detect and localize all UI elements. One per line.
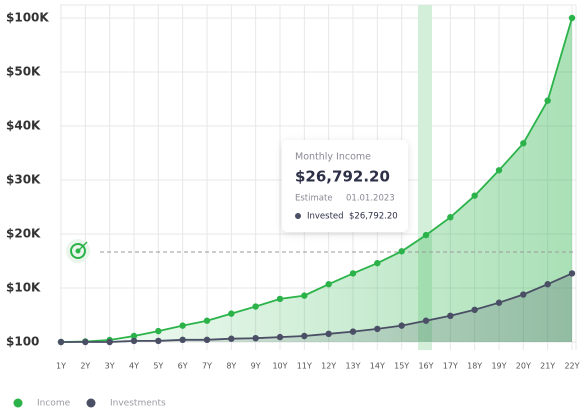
lines: [57, 14, 576, 346]
x-tick-label: 6Y: [178, 362, 188, 371]
point: [179, 336, 186, 344]
tooltip-title: Monthly Income: [295, 152, 371, 163]
point: [252, 303, 259, 310]
tooltip-invested-amount: $26,792.20: [349, 212, 398, 222]
legend-label: Investments: [110, 399, 166, 409]
point: [325, 281, 332, 288]
x-tick-label: 12Y: [321, 362, 336, 371]
point: [544, 97, 551, 104]
x-tick-label: 17Y: [443, 362, 458, 371]
point: [276, 333, 284, 341]
x-tick-label: 4Y: [129, 362, 139, 371]
y-tick-label: $100: [6, 335, 39, 349]
line: [61, 272, 573, 343]
tooltip-estimate-label: Estimate: [295, 194, 333, 204]
point: [155, 327, 162, 335]
point: [179, 322, 186, 329]
y-tick-label: $100K: [6, 11, 49, 25]
tooltip-estimate-date: 01.01.2023: [346, 194, 395, 204]
point: [447, 312, 454, 320]
point: [349, 270, 357, 277]
point: [130, 337, 138, 345]
x-tick-label: 3Y: [105, 362, 115, 371]
legend: Income Investments: [13, 398, 166, 409]
target-icon: [66, 239, 90, 263]
point: [349, 328, 357, 335]
point: [471, 306, 478, 314]
point: [203, 317, 211, 324]
x-tick-label: 13Y: [345, 362, 360, 371]
x-tick-label: 9Y: [251, 362, 261, 371]
y-tick-label: $20K: [6, 227, 41, 241]
point: [228, 310, 235, 317]
x-tick-label: 15Y: [394, 362, 409, 371]
x-tick-label: 8Y: [226, 362, 236, 371]
y-tick-label: $10K: [6, 281, 41, 295]
tooltip: Monthly Income $26,792.20 Estimate 01.01…: [282, 140, 408, 232]
tooltip-invested-label: Invested: [307, 212, 344, 222]
y-tick-label: $30K: [6, 173, 41, 187]
point: [568, 14, 576, 22]
x-tick-label: 7Y: [202, 362, 212, 371]
x-tick-label: 16Y: [418, 362, 433, 371]
y-tick-label: $40K: [6, 119, 41, 133]
point: [374, 325, 381, 333]
point: [106, 338, 113, 346]
tooltip-dot: [295, 213, 301, 219]
line: [60, 17, 573, 343]
point: [398, 248, 405, 255]
legend-marker: [13, 398, 23, 408]
tooltip-box: [282, 140, 408, 232]
x-tick-label: 14Y: [370, 362, 385, 371]
point: [568, 270, 576, 277]
x-tick-label: 11Y: [297, 362, 312, 371]
x-tick-label: 10Y: [272, 362, 287, 371]
point: [130, 332, 138, 340]
point: [228, 335, 235, 342]
area: [61, 273, 572, 342]
x-tick-label: 2Y: [80, 362, 90, 371]
point: [155, 337, 162, 345]
y-tick-label: $50K: [6, 65, 41, 79]
legend-label: Income: [37, 399, 71, 409]
point: [57, 338, 65, 346]
legend-marker: [86, 398, 96, 408]
point: [422, 231, 430, 239]
point: [520, 291, 527, 298]
point: [276, 295, 284, 303]
point: [495, 299, 503, 306]
area: [61, 18, 572, 342]
areas: [61, 18, 572, 342]
x-tick-label: 22Y: [564, 362, 579, 371]
x-tick-label: 21Y: [540, 362, 555, 371]
point: [422, 317, 430, 324]
point: [520, 140, 527, 147]
tooltip-amount: $26,792.20: [295, 168, 390, 186]
point: [301, 332, 308, 340]
point: [325, 330, 332, 338]
x-tick-label: 5Y: [153, 362, 163, 371]
point: [203, 336, 211, 344]
x-tick-label: 1Y: [56, 362, 66, 371]
point: [301, 292, 308, 299]
point: [495, 167, 503, 174]
point: [252, 334, 259, 342]
x-tick-label: 19Y: [491, 362, 506, 371]
x-tick-label: 18Y: [467, 362, 482, 371]
point: [544, 281, 551, 288]
point: [82, 338, 89, 346]
point: [374, 259, 381, 267]
point: [398, 322, 405, 329]
x-tick-label: 20Y: [516, 362, 531, 371]
point: [471, 192, 478, 199]
point: [447, 214, 454, 221]
